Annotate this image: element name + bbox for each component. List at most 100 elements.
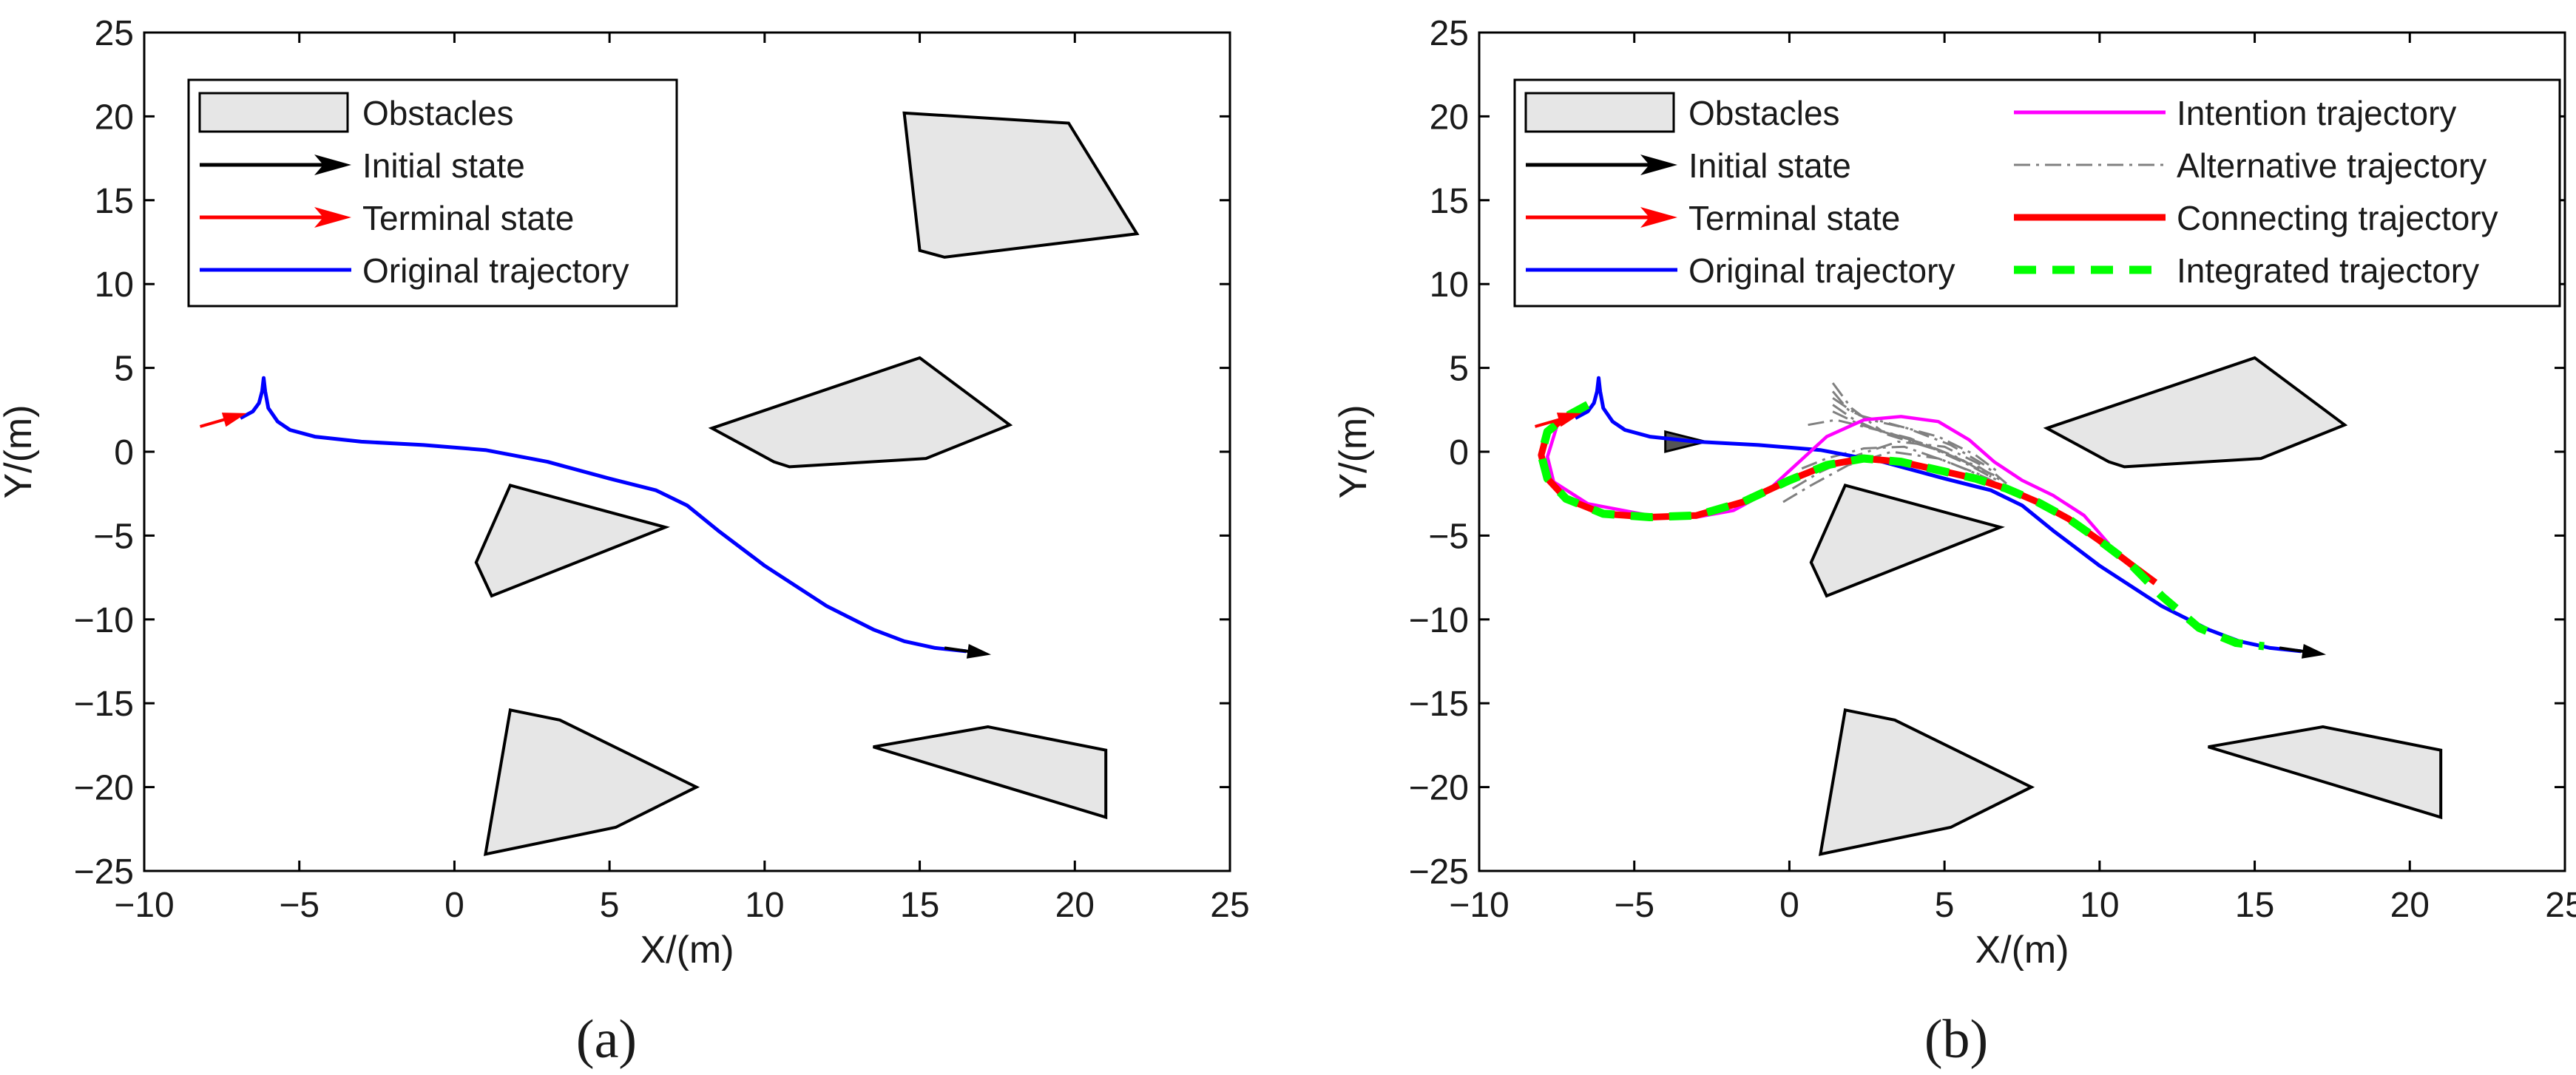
legend-item-connecting-trajectory: Connecting trajectory	[2014, 199, 2498, 237]
alternative-trajectory-3	[1832, 397, 2001, 475]
x-tick-label: 25	[2545, 886, 2576, 925]
x-tick-label: −5	[279, 886, 320, 925]
legend-item-original-trajectory: Original trajectory	[1526, 251, 1955, 290]
y-tick-label: −25	[74, 852, 134, 892]
integrated-trajectory-line	[1537, 401, 2265, 651]
legend-item-obstacles: Obstacles	[1524, 92, 1840, 133]
y-tick-label: 25	[1430, 14, 1469, 53]
series	[1534, 376, 2327, 659]
legend-label: Initial state	[362, 146, 525, 185]
legend-item-initial-state: Initial state	[1526, 146, 1851, 185]
initial-state-arrowhead	[2301, 643, 2327, 659]
legend-arrowhead	[314, 155, 351, 175]
y-tick-label: −20	[74, 769, 134, 808]
panel-caption-part: (	[576, 1009, 595, 1070]
panel-caption: (b)	[1924, 1009, 1988, 1070]
x-tick-label: 0	[1779, 886, 1799, 925]
alternative-trajectory-9	[1801, 445, 2010, 492]
y-tick-label: −15	[1409, 685, 1469, 724]
legend-item-obstacles: Obstacles	[198, 92, 514, 133]
obstacle-3	[1818, 708, 2035, 856]
obstacles	[474, 111, 1140, 856]
y-axis: −25 −20 −15 −10 −5 0 5 10 15 20 25	[1409, 14, 2565, 892]
x-tick-label: 15	[900, 886, 939, 925]
x-tick-label: −10	[114, 886, 174, 925]
obstacle-1	[2043, 356, 2348, 469]
legend-label: Terminal state	[362, 199, 574, 237]
legend-label: Obstacles	[1688, 94, 1840, 132]
alternative-trajectory-4	[1832, 404, 1998, 481]
legend-label: Integrated trajectory	[2177, 251, 2479, 290]
obstacle-2	[708, 356, 1013, 469]
y-tick-label: 10	[1430, 265, 1469, 305]
legend-label: Initial state	[1688, 146, 1851, 185]
x-tick-label: 20	[1055, 886, 1095, 925]
x-tick-label: 25	[1210, 886, 1249, 925]
original-trajectory-line	[1574, 376, 2302, 654]
legend-item-alternative-trajectory: Alternative trajectory	[2014, 146, 2487, 185]
legend-item-terminal-state: Terminal state	[1526, 199, 1900, 237]
y-tick-label: −5	[1428, 517, 1469, 556]
y-tick-label: −10	[1409, 601, 1469, 640]
y-tick-label: −5	[93, 517, 134, 556]
x-tick-label: 10	[2080, 886, 2119, 925]
initial-state-arrowhead	[966, 643, 992, 659]
legend-label: Obstacles	[362, 94, 514, 132]
alternative-trajectory-2	[1831, 390, 2007, 485]
legend-box	[1513, 78, 2561, 308]
obstacle-4	[2208, 725, 2443, 820]
x-tick-label: 20	[2390, 886, 2430, 925]
y-tick-label: −10	[74, 601, 134, 640]
legend: Obstacles Initial state Terminal state Orig…	[1513, 78, 2561, 308]
y-tick-label: 20	[1430, 98, 1469, 137]
legend-item-original-trajectory: Original trajectory	[200, 251, 629, 290]
y-tick-label: 10	[95, 265, 134, 305]
x-tick-label: 15	[2235, 886, 2274, 925]
panel-caption-part: a	[595, 1009, 619, 1070]
panel-b: −10 −5 0 5 10 15 20 25 −25 −20 −15 −10 −5 0 5 10 15 20 25 X…	[1332, 14, 2576, 1070]
legend-label: Original trajectory	[362, 251, 629, 290]
y-tick-label: −25	[1409, 852, 1469, 892]
obstacle-4	[483, 708, 700, 856]
legend-label: Original trajectory	[1688, 251, 1955, 290]
y-axis: −25 −20 −15 −10 −5 0 5 10 15 20 25	[74, 14, 1230, 892]
panel-caption-part: (	[1924, 1009, 1943, 1070]
y-tick-label: 20	[95, 98, 134, 137]
x-tick-label: 5	[600, 886, 620, 925]
obstacle-2	[1809, 484, 2005, 598]
y-axis-label: Y/(m)	[0, 404, 40, 498]
legend-arrowhead	[1640, 207, 1677, 228]
panel-caption-part: b	[1943, 1009, 1970, 1070]
legend-item-intention-trajectory: Intention trajectory	[2014, 94, 2456, 132]
y-tick-label: 25	[95, 14, 134, 53]
terminal-state-arrowhead	[221, 413, 247, 427]
terminal-state-arrowhead	[1556, 413, 1582, 427]
y-tick-label: 5	[114, 350, 134, 389]
series	[199, 376, 992, 659]
x-axis: −10 −5 0 5 10 15 20 25	[114, 33, 1250, 925]
alternative-trajectory-6	[1808, 418, 1995, 477]
legend-swatch	[198, 92, 349, 133]
original-trajectory-line	[239, 376, 967, 654]
panel-caption: (a)	[576, 1009, 637, 1070]
obstacle-3	[474, 484, 670, 598]
x-axis: −10 −5 0 5 10 15 20 25	[1449, 33, 2576, 925]
y-tick-label: 5	[1449, 350, 1469, 389]
alternative-trajectory-7	[1791, 440, 1986, 490]
legend-swatch	[1524, 92, 1675, 133]
legend-item-integrated-trajectory: Integrated trajectory	[2014, 251, 2479, 290]
intention-trajectory-line	[1546, 415, 2111, 546]
legend-arrowhead	[314, 207, 351, 228]
legend-arrowhead	[1640, 155, 1677, 175]
obstacle-1	[902, 111, 1140, 259]
legend-label: Terminal state	[1688, 199, 1900, 237]
y-tick-label: −20	[1409, 769, 1469, 808]
legend: Obstacles Initial state Terminal state Orig…	[187, 78, 678, 308]
x-tick-label: 0	[444, 886, 464, 925]
legend-label: Alternative trajectory	[2177, 146, 2487, 185]
x-axis-label: X/(m)	[1975, 929, 2069, 971]
y-tick-label: 0	[1449, 433, 1469, 472]
panel-caption-part: )	[1970, 1009, 1989, 1070]
legend-item-terminal-state: Terminal state	[200, 199, 574, 237]
